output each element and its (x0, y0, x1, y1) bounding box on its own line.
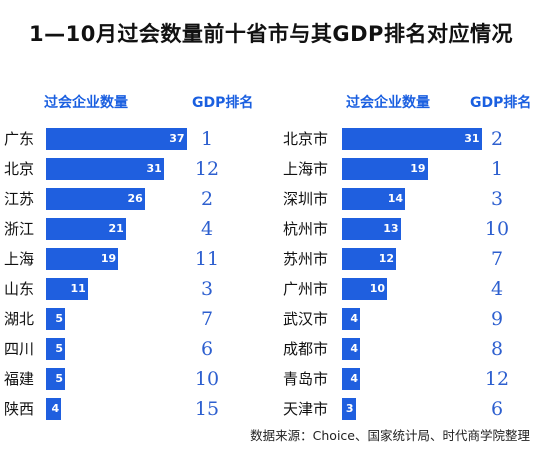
city-label: 苏州市 (283, 250, 329, 268)
city-gdp-rank: 7 (490, 248, 504, 270)
province-gdp-rank: 2 (200, 188, 214, 210)
province-label: 福建 (4, 370, 35, 388)
city-bar-value: 3 (345, 402, 354, 415)
city-bar (342, 248, 396, 270)
city-bar (342, 158, 428, 180)
province-bar-value: 11 (70, 282, 86, 295)
province-bar (46, 308, 65, 330)
city-bar-value: 4 (350, 312, 358, 325)
city-label: 成都市 (283, 340, 329, 358)
city-bar (342, 398, 356, 420)
province-bar-value: 21 (108, 222, 124, 235)
city-bar (342, 128, 482, 150)
province-bar (46, 128, 187, 150)
city-label: 杭州市 (283, 220, 329, 238)
province-label: 湖北 (4, 310, 35, 328)
city-bar (342, 188, 405, 210)
province-bar (46, 278, 88, 300)
province-gdp-rank: 12 (194, 158, 220, 180)
data-source: 数据来源：Choice、国家统计局、时代商学院整理 (250, 428, 530, 443)
province-gdp-rank: 15 (194, 398, 220, 420)
city-gdp-rank: 8 (490, 338, 504, 360)
city-bar (342, 308, 360, 330)
city-gdp-rank: 3 (490, 188, 504, 210)
province-bar (46, 248, 119, 270)
province-label: 广东 (4, 130, 35, 148)
city-label: 深圳市 (283, 190, 329, 208)
city-gdp-rank: 2 (490, 128, 504, 150)
city-bar (342, 368, 360, 390)
left-count-header: 过会企业数量 (44, 95, 128, 111)
province-bar (46, 188, 145, 210)
city-bar-value: 4 (350, 342, 358, 355)
chart-title: 1—10月过会数量前十省市与其GDP排名对应情况 (29, 22, 513, 46)
province-bar (46, 338, 65, 360)
province-bar (46, 368, 65, 390)
province-bar-value: 26 (127, 192, 143, 205)
city-label: 青岛市 (283, 370, 329, 388)
province-gdp-rank: 1 (200, 128, 214, 150)
province-gdp-rank: 7 (200, 308, 214, 330)
city-bar (342, 218, 401, 240)
province-gdp-rank: 11 (194, 248, 220, 270)
city-bar (342, 278, 387, 300)
city-gdp-rank: 4 (490, 278, 504, 300)
city-gdp-rank: 1 (490, 158, 504, 180)
city-bar-value: 12 (378, 252, 394, 265)
province-gdp-rank: 3 (200, 278, 214, 300)
province-bar (46, 158, 164, 180)
city-label: 天津市 (283, 400, 329, 418)
city-gdp-rank: 9 (490, 308, 504, 330)
province-bar-value: 4 (51, 402, 60, 415)
right-count-header: 过会企业数量 (346, 95, 430, 111)
province-bar-value: 37 (169, 132, 185, 145)
city-bar-value: 10 (369, 282, 385, 295)
city-label: 广州市 (283, 280, 329, 298)
province-bar (46, 218, 126, 240)
city-gdp-rank: 10 (484, 218, 510, 240)
province-bar-value: 5 (55, 312, 63, 325)
city-label: 武汉市 (283, 310, 329, 328)
province-gdp-rank: 6 (200, 338, 214, 360)
right-rank-header: GDP排名 (470, 95, 532, 111)
province-bar-value: 5 (55, 372, 63, 385)
city-gdp-rank: 6 (490, 398, 504, 420)
city-bar-value: 31 (464, 132, 480, 145)
city-bar-value: 14 (387, 192, 403, 205)
province-bar-value: 5 (55, 342, 63, 355)
province-label: 山东 (4, 280, 35, 298)
province-gdp-rank: 4 (200, 218, 214, 240)
city-bar (342, 338, 360, 360)
province-bar-value: 19 (100, 252, 117, 265)
left-rank-header: GDP排名 (192, 95, 254, 111)
province-label: 浙江 (4, 220, 35, 238)
city-label: 上海市 (283, 160, 329, 178)
province-label: 江苏 (4, 190, 35, 208)
city-bar-value: 13 (383, 222, 399, 235)
city-bar-value: 19 (410, 162, 426, 175)
province-bar-value: 31 (146, 162, 162, 175)
city-bar-value: 4 (350, 372, 358, 385)
city-gdp-rank: 12 (484, 368, 510, 390)
province-gdp-rank: 10 (194, 368, 220, 390)
province-label: 四川 (4, 340, 35, 358)
province-bar (46, 398, 62, 420)
province-label: 上海 (4, 250, 35, 268)
city-label: 北京市 (283, 130, 329, 148)
province-label: 北京 (4, 160, 35, 178)
province-label: 陕西 (4, 400, 35, 418)
